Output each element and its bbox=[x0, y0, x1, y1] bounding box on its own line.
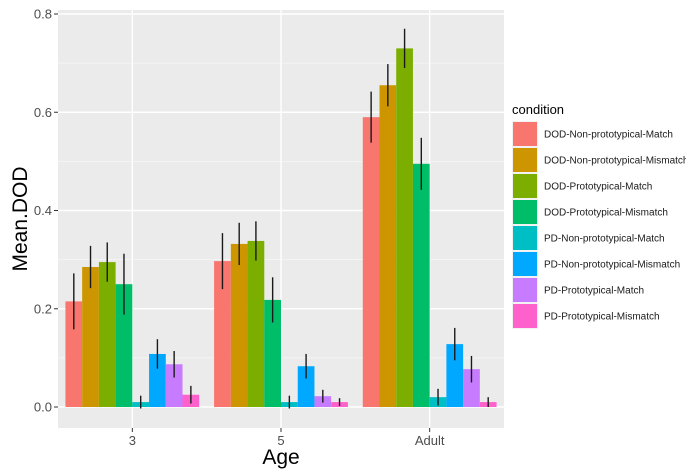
legend-swatch bbox=[513, 148, 537, 172]
bar bbox=[214, 261, 231, 407]
y-axis-ticks: 0.0 0.2 0.4 0.6 0.8 bbox=[34, 7, 58, 415]
bar bbox=[297, 366, 315, 407]
legend-label: DOD-Non-prototypical-Mismatch bbox=[544, 156, 686, 167]
legend-label: PD-Non-prototypical-Match bbox=[544, 234, 665, 245]
legend-swatch bbox=[513, 226, 537, 250]
bar bbox=[362, 117, 380, 407]
y-tick-label: 0.4 bbox=[34, 203, 52, 218]
legend-label: DOD-Prototypical-Mismatch bbox=[544, 208, 668, 219]
bar bbox=[264, 299, 281, 407]
bar bbox=[65, 301, 83, 407]
legend-label: PD-Prototypical-Match bbox=[544, 286, 644, 297]
x-axis-ticks: 3 5 Adult bbox=[129, 428, 445, 448]
legend-swatch bbox=[513, 174, 537, 198]
legend-title: condition bbox=[512, 102, 564, 117]
x-tick-label: Adult bbox=[415, 433, 445, 448]
bar bbox=[149, 353, 166, 407]
bar bbox=[98, 262, 116, 407]
bar bbox=[379, 85, 397, 407]
legend-swatch bbox=[513, 304, 537, 328]
legend-swatch bbox=[513, 278, 537, 302]
y-tick-label: 0.8 bbox=[34, 7, 52, 22]
bar bbox=[82, 266, 99, 407]
legend: condition DOD-Non-prototypical-Match DOD-… bbox=[512, 102, 686, 329]
bar bbox=[230, 243, 248, 407]
legend-swatch bbox=[513, 122, 537, 146]
bar bbox=[247, 240, 265, 407]
x-axis-title: Age bbox=[262, 446, 299, 469]
legend-swatch bbox=[513, 252, 537, 276]
bar bbox=[115, 284, 133, 407]
bar bbox=[463, 369, 480, 407]
error-bars bbox=[73, 28, 489, 409]
y-tick-label: 0.2 bbox=[34, 301, 52, 316]
bar bbox=[396, 48, 413, 407]
bar bbox=[412, 163, 430, 407]
legend-label: DOD-Prototypical-Match bbox=[544, 182, 652, 193]
y-axis-title: Mean.DOD bbox=[9, 166, 32, 271]
legend-label: DOD-Non-prototypical-Match bbox=[544, 130, 673, 141]
y-tick-label: 0.0 bbox=[34, 400, 52, 415]
x-tick-label: 5 bbox=[277, 433, 284, 448]
legend-swatch bbox=[513, 200, 537, 224]
x-tick-label: 3 bbox=[129, 433, 136, 448]
y-tick-label: 0.6 bbox=[34, 105, 52, 120]
bar bbox=[165, 364, 183, 407]
legend-label: PD-Non-prototypical-Mismatch bbox=[544, 260, 680, 271]
bar bbox=[446, 344, 464, 407]
bars bbox=[65, 48, 497, 407]
legend-label: PD-Prototypical-Mismatch bbox=[544, 312, 660, 323]
